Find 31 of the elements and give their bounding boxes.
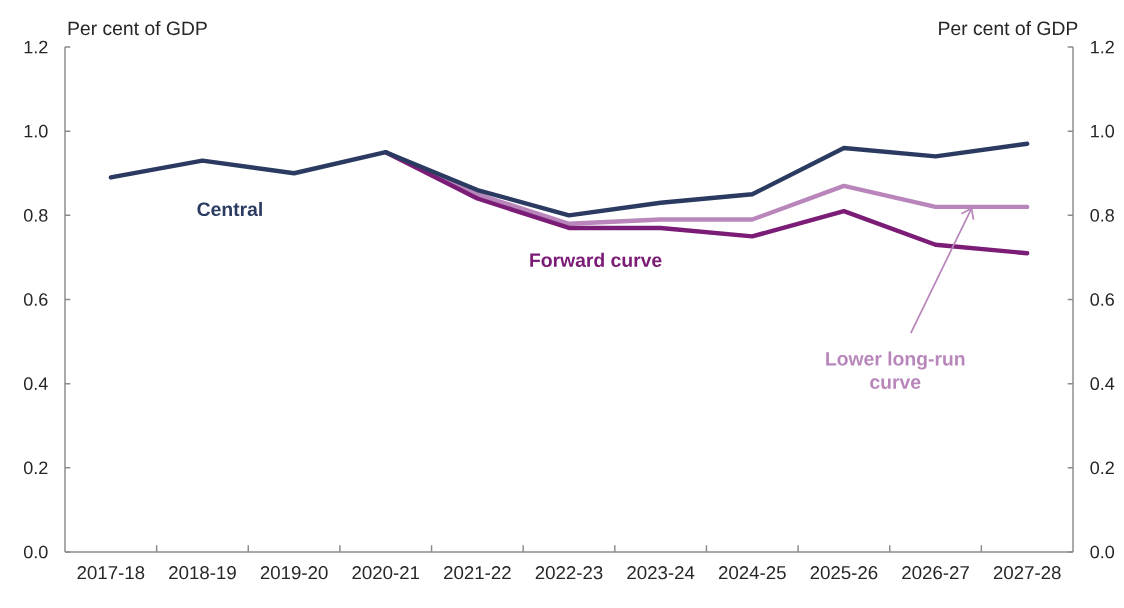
y-tick-label: 1.2 — [24, 40, 48, 54]
x-tick-label: 2026-27 — [902, 566, 969, 580]
x-tick-label: 2027-28 — [993, 566, 1061, 580]
y2-tick-label: 1.2 — [1091, 40, 1114, 54]
y2-tick-label: 0.8 — [1090, 208, 1114, 222]
y-tick-label: 0.6 — [23, 293, 48, 306]
x-tick-label: 2024-25 — [718, 566, 786, 580]
x-tick-label: 2019-20 — [260, 566, 328, 580]
y-tick-label: 1.0 — [24, 124, 48, 138]
y2-tick-label: 0.4 — [1090, 377, 1115, 391]
y2-tick-label: 0.0 — [1090, 545, 1115, 559]
x-tick-label: 2025-26 — [810, 566, 878, 580]
y2-axis-title: Per cent of GDP — [939, 21, 1078, 36]
y2-tick-label: 0.2 — [1090, 461, 1114, 475]
y-tick-label: 0.2 — [23, 461, 48, 475]
y-tick-label: 0.8 — [23, 208, 48, 222]
y-tick-label: 0.4 — [23, 377, 48, 391]
y2-tick-label: 0.6 — [1090, 293, 1114, 306]
text: Lower long-run curve — [826, 351, 965, 389]
x-tick-label: 2018-19 — [169, 566, 236, 580]
line-series — [108, 141, 1030, 218]
y-axis-title: Per cent of GDP — [68, 21, 207, 36]
x-tick-label: 2017-18 — [77, 566, 145, 580]
x-tick-label: 2023-24 — [627, 566, 695, 580]
x-tick-label: 2022-23 — [535, 566, 603, 580]
series-label: Forward curve — [530, 252, 662, 268]
x-tick-label: 2020-21 — [352, 566, 420, 580]
x-tick-label: 2021-22 — [444, 566, 511, 580]
y2-tick-label: 1.0 — [1091, 124, 1115, 138]
series-label: Central — [197, 201, 262, 217]
y-tick-label: 0.0 — [23, 545, 48, 559]
